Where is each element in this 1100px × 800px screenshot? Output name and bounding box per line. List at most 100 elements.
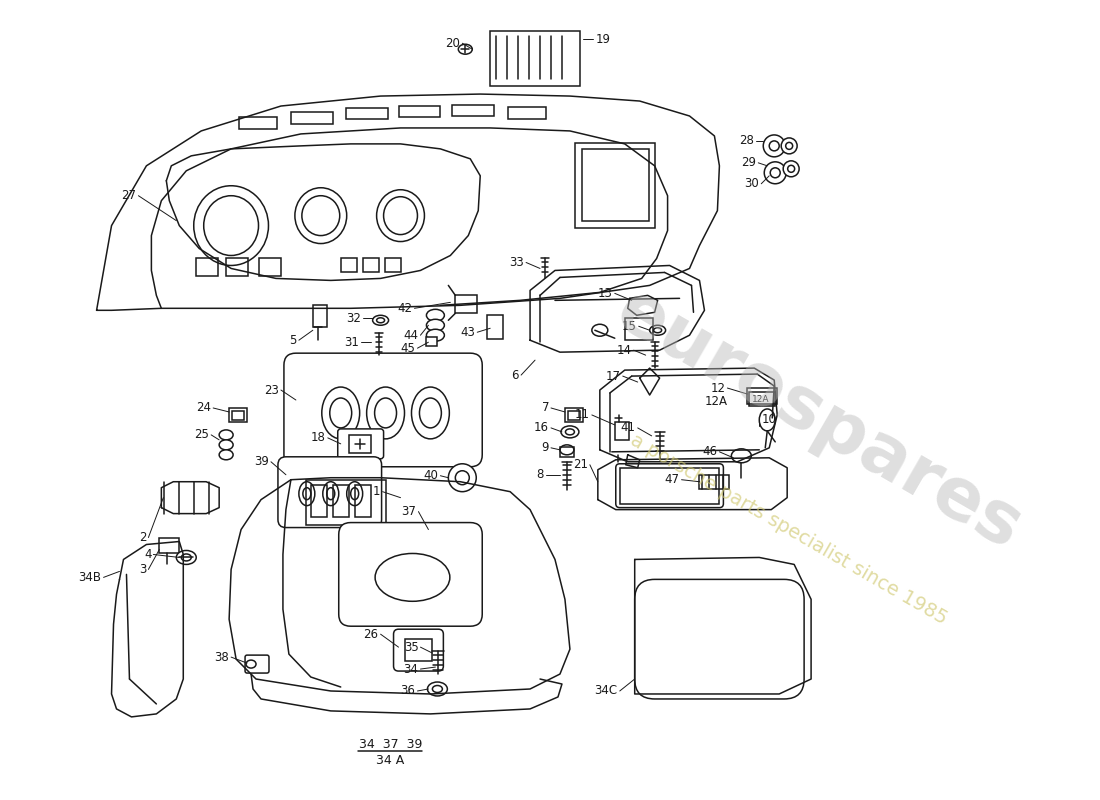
Text: 12A: 12A [704,395,727,409]
Ellipse shape [459,44,472,54]
Ellipse shape [764,162,786,184]
Text: 34 A: 34 A [376,754,405,767]
Bar [258,258,280,277]
Ellipse shape [565,429,574,435]
Text: 9: 9 [541,442,549,454]
Ellipse shape [346,482,363,506]
Text: 2: 2 [139,531,146,544]
Bar [582,149,649,221]
Text: 7: 7 [541,402,549,414]
Ellipse shape [560,445,574,455]
Ellipse shape [455,470,470,485]
Bar [565,408,583,422]
Text: 45: 45 [400,342,416,354]
Bar [227,258,249,277]
Ellipse shape [428,682,448,696]
Ellipse shape [375,398,396,428]
Bar [196,258,218,277]
Text: 43: 43 [461,326,475,338]
Ellipse shape [302,488,311,500]
Ellipse shape [322,387,360,439]
Bar [405,639,432,661]
Text: 32: 32 [345,312,361,325]
Ellipse shape [432,686,442,693]
Ellipse shape [411,387,450,439]
Ellipse shape [592,324,608,336]
Text: 26: 26 [364,628,378,641]
Text: 25: 25 [195,428,209,442]
Ellipse shape [763,135,785,157]
Ellipse shape [419,398,441,428]
Text: 20: 20 [446,37,460,50]
Text: 28: 28 [739,134,755,147]
Bar [615,422,629,440]
Bar [385,258,400,273]
Ellipse shape [785,142,793,150]
Bar [290,112,333,124]
Text: 40: 40 [424,470,439,482]
Text: 16: 16 [534,422,549,434]
Text: 23: 23 [264,383,279,397]
FancyBboxPatch shape [278,457,382,527]
Text: 33: 33 [509,256,524,269]
Bar [354,485,371,517]
Bar [160,538,179,554]
Bar [229,408,248,422]
Text: eurospares: eurospares [604,276,1034,564]
Ellipse shape [176,550,196,565]
Text: 1: 1 [373,485,381,498]
Ellipse shape [561,426,579,438]
Text: 11: 11 [575,409,590,422]
Ellipse shape [182,554,191,561]
Ellipse shape [375,554,450,602]
Ellipse shape [330,398,352,428]
Ellipse shape [322,482,339,506]
FancyBboxPatch shape [338,429,384,458]
Bar [427,338,438,346]
Ellipse shape [427,310,444,322]
Text: 34: 34 [404,662,418,675]
Ellipse shape [219,430,233,440]
Bar [560,447,574,457]
Bar [747,388,778,404]
Bar [311,485,327,517]
Ellipse shape [449,464,476,492]
Ellipse shape [783,161,799,177]
Ellipse shape [653,328,661,333]
Text: 10: 10 [761,414,777,426]
Text: 34B: 34B [78,571,101,584]
Text: 24: 24 [196,402,211,414]
Bar [487,315,503,339]
Bar [306,480,386,525]
Ellipse shape [327,488,334,500]
Text: 4: 4 [144,548,152,561]
Text: 31: 31 [344,336,359,349]
Text: 19: 19 [596,33,611,46]
Ellipse shape [376,318,385,322]
Text: 34C: 34C [595,685,618,698]
FancyBboxPatch shape [394,630,443,671]
Text: 36: 36 [400,685,416,698]
Bar [333,485,349,517]
Bar [312,306,327,327]
Bar [575,143,654,228]
Bar [625,318,652,340]
FancyBboxPatch shape [284,353,482,466]
Bar [491,31,580,86]
Text: 39: 39 [254,455,270,468]
Bar [239,117,277,129]
Ellipse shape [788,166,794,172]
Text: 14: 14 [617,344,631,357]
Bar [363,258,378,273]
Ellipse shape [219,440,233,450]
Text: 13: 13 [598,287,613,300]
Text: 38: 38 [214,650,229,664]
Bar [619,468,719,504]
Ellipse shape [781,138,798,154]
Text: 8: 8 [537,468,544,482]
Bar [455,295,477,314]
Ellipse shape [732,449,751,462]
Text: 46: 46 [703,446,717,458]
Text: a porsche parts specialist since 1985: a porsche parts specialist since 1985 [627,430,950,629]
Ellipse shape [351,488,359,500]
